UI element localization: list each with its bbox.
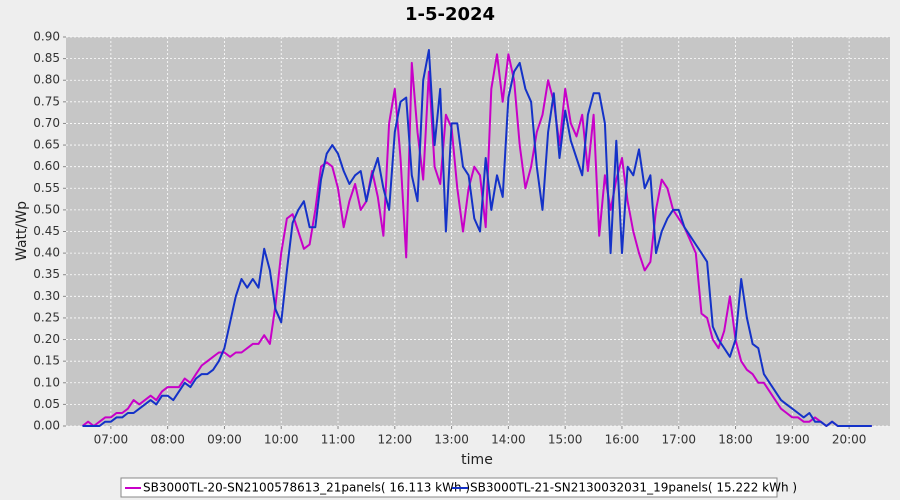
- y-tick-label: 0.45: [33, 224, 60, 238]
- x-tick-label: 08:00: [150, 433, 185, 447]
- x-tick-label: 14:00: [491, 433, 526, 447]
- y-tick-label: 0.70: [33, 116, 60, 130]
- x-tick-label: 17:00: [661, 433, 696, 447]
- legend: [120, 477, 778, 498]
- y-tick-label: 0.05: [33, 397, 60, 411]
- chart-title: 1-5-2024: [405, 4, 495, 25]
- x-tick-label: 15:00: [548, 433, 583, 447]
- x-tick-label: 13:00: [434, 433, 469, 447]
- y-tick-label: 0.40: [33, 246, 60, 260]
- legend-label: SB3000TL-21-SN2130032031_19panels( 15.22…: [470, 481, 797, 495]
- y-tick-label: 0.00: [33, 419, 60, 433]
- y-tick-label: 0.55: [33, 181, 60, 195]
- y-tick-label: 0.15: [33, 354, 60, 368]
- y-tick-label: 0.10: [33, 375, 60, 389]
- y-tick-label: 0.20: [33, 332, 60, 346]
- series-line: [82, 49, 872, 427]
- y-tick-label: 0.65: [33, 138, 60, 152]
- y-tick-label: 0.75: [33, 94, 60, 108]
- y-tick-label: 0.35: [33, 267, 60, 281]
- x-tick-label: 16:00: [605, 433, 640, 447]
- y-tick-label: 0.30: [33, 289, 60, 303]
- y-tick-label: 0.50: [33, 202, 60, 216]
- x-tick-label: 12:00: [378, 433, 413, 447]
- x-tick-label: 07:00: [94, 433, 129, 447]
- series-line: [81, 53, 872, 427]
- y-tick-label: 0.25: [33, 310, 60, 324]
- y-tick-label: 0.60: [33, 159, 60, 173]
- y-axis-label: Watt/Wp: [14, 201, 30, 261]
- y-tick-label: 0.80: [33, 73, 60, 87]
- x-axis-label: time: [461, 452, 493, 468]
- y-tick-label: 0.90: [33, 30, 60, 44]
- x-tick-label: 10:00: [264, 433, 299, 447]
- x-tick-label: 09:00: [207, 433, 242, 447]
- x-tick-label: 20:00: [832, 433, 867, 447]
- x-tick-label: 18:00: [718, 433, 753, 447]
- x-tick-label: 11:00: [321, 433, 356, 447]
- y-tick-label: 0.85: [33, 51, 60, 65]
- legend-label: SB3000TL-20-SN2100578613_21panels( 16.11…: [143, 481, 470, 495]
- x-tick-label: 19:00: [775, 433, 810, 447]
